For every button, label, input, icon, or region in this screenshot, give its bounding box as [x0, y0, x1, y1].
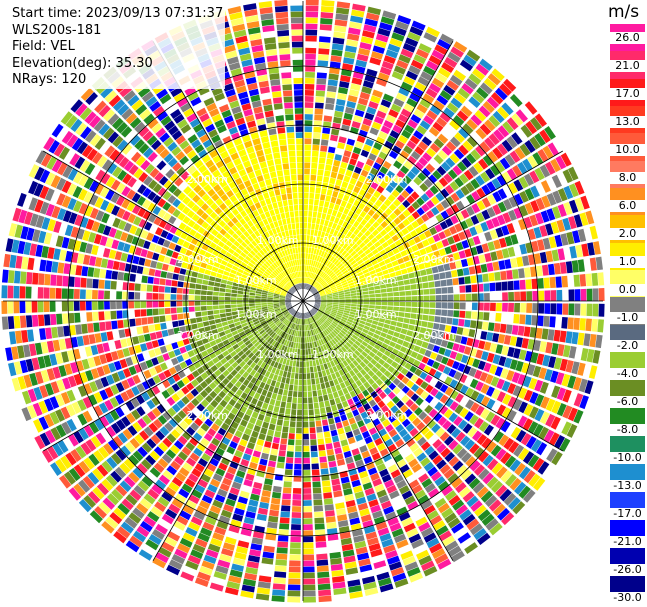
- colorbar-tick-label: 2.0: [610, 228, 645, 240]
- velocity-colorbar: m/s 26.0 21.0 17.0 13.0 10.0 8.0 6.0 2.0 1.0 0.0 -…: [608, 2, 647, 604]
- range-label: 1.00km: [235, 308, 277, 321]
- azimuth-line: [42, 150, 564, 452]
- colorbar-tick-label: -13.0: [610, 480, 645, 492]
- scan-info-panel: Start time: 2023/09/13 07:31:37 WLS200s-…: [10, 6, 226, 89]
- range-label: 2.00km: [177, 253, 219, 266]
- range-label: 1.00km: [355, 308, 397, 321]
- elevation-label: Elevation(deg): 35.30: [12, 55, 153, 71]
- range-label: 2.00km: [413, 329, 455, 342]
- colorbar-tick-label: -8.0: [610, 424, 645, 436]
- range-label: 1.00km: [257, 348, 299, 361]
- colorbar-tick-label: -10.0: [610, 452, 645, 464]
- colorbar-tick-label: -4.0: [610, 368, 645, 380]
- range-label: 2.00km: [413, 253, 455, 266]
- colorbar-tick-label: -30.0: [610, 592, 645, 604]
- colorbar-tick-label: 26.0: [610, 32, 645, 44]
- colorbar-tick-label: -2.0: [610, 340, 645, 352]
- range-ring-grid: [3, 1, 603, 601]
- colorbar-tick-label: 6.0: [610, 200, 645, 212]
- range-label: 2.00km: [186, 173, 228, 186]
- colorbar-unit: m/s: [608, 2, 640, 22]
- ppi-gates: [1, 0, 605, 603]
- colorbar-tick-label: -21.0: [610, 536, 645, 548]
- range-label: 2.00km: [177, 329, 219, 342]
- colorbar-tick-label: -26.0: [610, 564, 645, 576]
- range-label: 2.00km: [366, 173, 408, 186]
- range-label: 1.00km: [235, 274, 277, 287]
- range-label: 2.00km: [366, 409, 408, 422]
- start-time-label: Start time: 2023/09/13 07:31:37: [12, 6, 224, 21]
- nrays-label: NRays: 120: [12, 72, 87, 87]
- colorbar-tick-label: 13.0: [610, 116, 645, 128]
- colorbar-tick-label: 10.0: [610, 144, 645, 156]
- colorbar-tick-label: 0.0: [610, 284, 645, 296]
- field-label: Field: VEL: [12, 39, 75, 54]
- colorbar-tick-label: -6.0: [610, 396, 645, 408]
- instrument-label: WLS200s-181: [12, 22, 102, 38]
- colorbar-tick-label: -17.0: [610, 508, 645, 520]
- range-label: 1.00km: [355, 274, 397, 287]
- range-label: 1.00km: [257, 234, 299, 247]
- range-label: 1.00km: [312, 234, 354, 247]
- colorbar-tick-label: 8.0: [610, 172, 645, 184]
- range-label: 1.00km: [312, 348, 354, 361]
- colorbar-tick-label: -1.0: [610, 312, 645, 324]
- colorbar-tick-label: 1.0: [610, 256, 645, 268]
- range-label: 2.00km: [186, 409, 228, 422]
- colorbar-tick-label: 17.0: [610, 88, 645, 100]
- colorbar-tick-label: 21.0: [610, 60, 645, 72]
